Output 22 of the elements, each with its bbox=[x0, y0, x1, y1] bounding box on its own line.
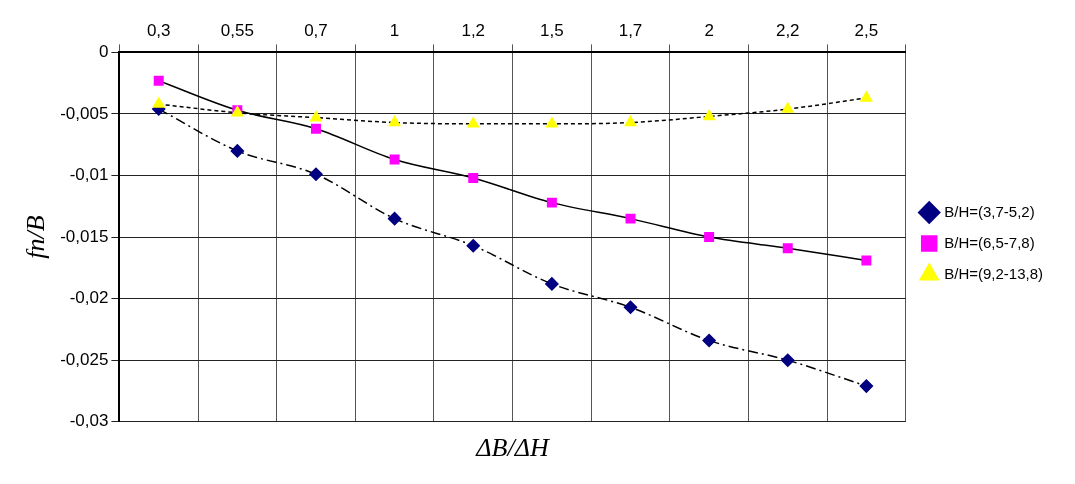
x-tick-label: 2,5 bbox=[854, 20, 879, 40]
x-axis-title: ΔB/ΔH bbox=[475, 433, 550, 463]
x-tick-label: 0,55 bbox=[220, 20, 254, 40]
legend-label: B/H=(9,2-13,8) bbox=[944, 264, 1043, 282]
y-tick-label: -0,02 bbox=[69, 288, 109, 308]
x-tick-label: 0,3 bbox=[146, 20, 171, 40]
y-axis-title: fn/B bbox=[21, 215, 51, 259]
x-tick-label: 2,2 bbox=[775, 20, 800, 40]
legend-label: B/H=(3,7-5,2) bbox=[944, 202, 1035, 220]
x-tick-label: 1,7 bbox=[618, 20, 643, 40]
x-tick-label: 2 bbox=[704, 20, 714, 40]
y-tick-label: 0 bbox=[98, 42, 109, 62]
y-tick-label: -0,01 bbox=[69, 165, 109, 185]
x-tick-label: 0,7 bbox=[304, 20, 328, 40]
y-tick-label: -0,005 bbox=[60, 103, 109, 123]
x-tick-label: 1,2 bbox=[461, 20, 486, 40]
y-tick-label: -0,015 bbox=[60, 226, 109, 246]
x-tick-label: 1 bbox=[389, 20, 400, 40]
x-tick-label: 1,5 bbox=[540, 20, 564, 40]
y-tick-label: -0,025 bbox=[60, 349, 109, 369]
y-tick-label: -0,03 bbox=[69, 411, 109, 431]
legend-label: B/H=(6,5-7,8) bbox=[944, 233, 1035, 251]
